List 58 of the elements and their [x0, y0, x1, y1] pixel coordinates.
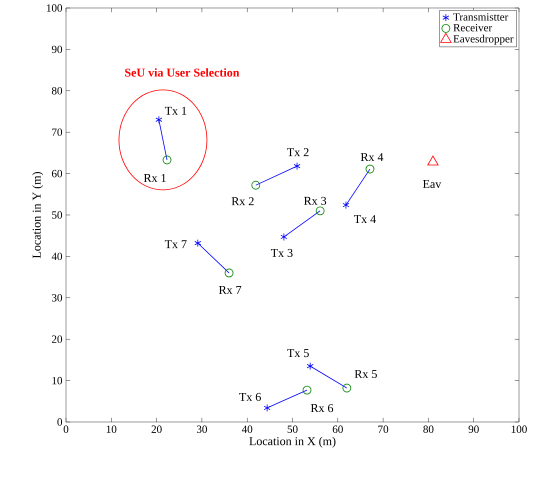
x-tick-label: 20 [152, 426, 162, 433]
annotation: Tx 5 [287, 349, 309, 358]
x-tick-label: 90 [468, 426, 479, 433]
point [264, 404, 271, 412]
y-tick-label: 100 [46, 4, 62, 12]
x-tick-label: 0 [64, 426, 68, 433]
annotation: Tx 1 [164, 106, 186, 115]
annotation: Rx 7 [218, 286, 242, 294]
y-tick-label: 90 [52, 46, 62, 54]
annotation: SeU via User Selection [125, 68, 240, 77]
annotation: Rx 6 [310, 404, 334, 412]
y-tick-label: 10 [52, 376, 62, 384]
annotation: Rx 5 [354, 370, 377, 378]
y-tick-label: 70 [52, 128, 62, 136]
x-tick-label: 50 [288, 426, 298, 433]
annotation: Tx 6 [239, 392, 261, 401]
point [342, 384, 352, 392]
point [366, 164, 374, 174]
point [294, 162, 300, 170]
annotation: Rx 4 [360, 153, 384, 161]
annotation: Tx 2 [287, 148, 309, 156]
y-tick-label: 30 [52, 294, 62, 302]
annotation: Rx 2 [232, 197, 254, 206]
legend-label: Eavesdropper [453, 34, 514, 45]
x-tick-label: 10 [106, 426, 116, 433]
x-tick-label: 30 [196, 426, 207, 433]
y-tick-label: 0 [57, 418, 62, 426]
x-tick-label: 70 [378, 426, 388, 433]
annotation: Tx 3 [270, 248, 293, 257]
point [224, 268, 234, 278]
point [306, 362, 314, 370]
annotation: Rx 1 [144, 174, 166, 182]
annotation: Tx 7 [164, 240, 187, 248]
point [155, 116, 162, 124]
point [427, 156, 439, 166]
y-tick-label: 50 [52, 211, 62, 219]
legend-label: Receiver [453, 24, 492, 32]
y-axis-title: Location in Y (m) [32, 172, 44, 258]
point [302, 386, 312, 395]
annotation: Rx 3 [304, 196, 326, 205]
y-tick-label: 40 [52, 252, 62, 260]
x-tick-label: 60 [332, 426, 343, 433]
x-tick-label: 80 [423, 426, 434, 433]
x-tick-label: 100 [512, 426, 527, 433]
point [194, 239, 202, 248]
x-axis-title: Location in X (m) [249, 436, 336, 448]
y-tick-label: 80 [52, 87, 62, 95]
point [280, 233, 288, 241]
x-tick-label: 40 [242, 426, 252, 433]
y-tick-label: 60 [52, 170, 62, 178]
point [316, 206, 325, 216]
annotation: Eav [422, 180, 442, 188]
point [162, 156, 172, 164]
annotation: Tx 4 [354, 215, 376, 224]
legend-label: Transmistter [453, 13, 508, 21]
point [251, 180, 260, 190]
point [342, 201, 350, 209]
y-tick-label: 20 [52, 335, 62, 343]
